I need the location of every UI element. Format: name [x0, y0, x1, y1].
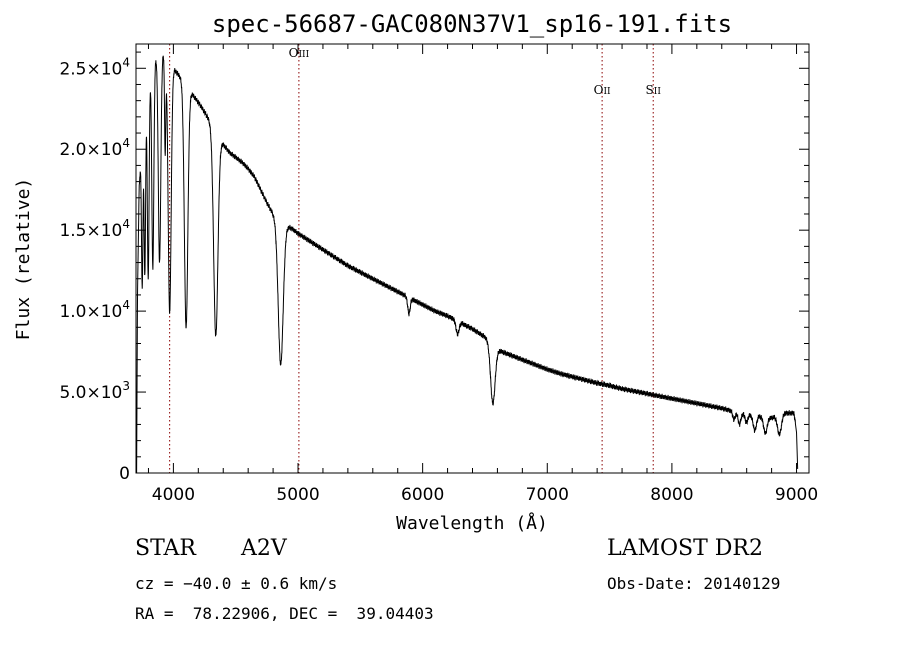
- x-tick-label: 4000: [152, 485, 195, 505]
- x-axis-label: Wavelength (Å): [396, 512, 548, 534]
- x-tick-label: 6000: [401, 485, 444, 505]
- ra-dec-coordinates: RA = 78.22906, DEC = 39.04403: [135, 604, 434, 623]
- y-tick-label: 2.0×104: [59, 136, 130, 160]
- chart-title: spec-56687-GAC080N37V1_sp16-191.fits: [212, 10, 732, 38]
- x-tick-label: 7000: [526, 485, 569, 505]
- plot-frame: [135, 43, 810, 474]
- object-class: STAR: [135, 536, 196, 561]
- y-tick-label: 5.0×103: [59, 379, 130, 403]
- y-tick-label: 1.5×104: [59, 217, 130, 241]
- x-tick-label: 5000: [276, 485, 319, 505]
- x-axis: 4000 5000 6000 7000 8000 9000: [147, 44, 818, 505]
- y-tick-label: 0: [119, 464, 130, 484]
- y-axis: 0 5.0×103 1.0×104 1.5×104 2.0×104 2.5×104: [59, 51, 809, 484]
- y-tick-label: 1.0×104: [59, 298, 130, 322]
- survey-name: LAMOST DR2: [607, 536, 763, 561]
- y-axis-label: Flux (relative): [13, 178, 34, 341]
- object-subclass: A2V: [241, 536, 287, 561]
- y-tick-label: 2.5×104: [59, 55, 130, 79]
- observation-date: Obs-Date: 20140129: [607, 574, 781, 593]
- spectrum-line: [136, 55, 799, 474]
- x-tick-label: 8000: [650, 485, 693, 505]
- marker-label-oii: OII: [594, 83, 611, 97]
- emission-line-markers: OIII OII SII: [169, 44, 662, 473]
- x-tick-label: 9000: [775, 485, 818, 505]
- redshift-cz: cz = −40.0 ± 0.6 km/s: [135, 574, 338, 593]
- marker-label-oiii: OIII: [289, 46, 310, 60]
- marker-label-sii: SII: [646, 83, 662, 97]
